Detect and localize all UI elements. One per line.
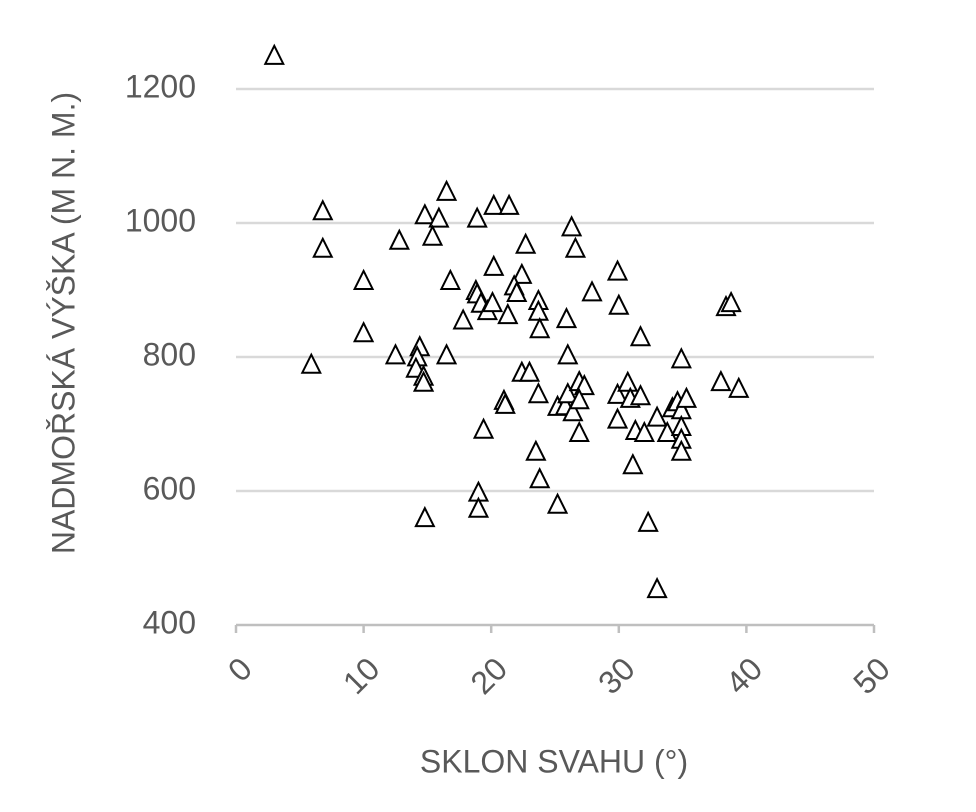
- marker: [557, 343, 579, 365]
- marker: [414, 505, 436, 528]
- marker: [670, 439, 692, 461]
- marker: [568, 387, 590, 410]
- marker: [629, 383, 652, 406]
- marker: [629, 325, 652, 347]
- marker: [527, 381, 550, 404]
- marker: [633, 420, 655, 443]
- x-tick-label: 10: [336, 650, 387, 701]
- marker: [518, 360, 541, 382]
- x-tick-label: 40: [719, 650, 770, 701]
- marker: [467, 496, 490, 518]
- marker: [472, 417, 495, 439]
- marker: [428, 206, 450, 228]
- y-axis-label: NADMOŘSKÁ VÝŠKA (M N. M.): [45, 92, 81, 554]
- marker: [617, 370, 639, 392]
- marker: [388, 228, 410, 250]
- y-tick-label: 400: [143, 604, 196, 640]
- marker: [452, 308, 474, 330]
- marker: [555, 306, 578, 329]
- marker: [483, 193, 505, 215]
- x-tick-label: 0: [221, 650, 259, 688]
- marker: [622, 452, 644, 475]
- marker: [494, 392, 516, 414]
- marker: [497, 302, 519, 325]
- marker: [412, 370, 435, 392]
- marker: [606, 382, 629, 404]
- marker: [352, 320, 375, 343]
- x-tick-label: 20: [464, 650, 515, 701]
- marker: [637, 510, 659, 532]
- marker: [511, 262, 533, 284]
- marker: [720, 290, 742, 313]
- marker: [529, 316, 551, 339]
- marker: [557, 381, 579, 404]
- marker: [728, 376, 750, 398]
- marker: [481, 290, 504, 313]
- marker: [562, 400, 584, 422]
- marker: [483, 254, 505, 276]
- marker: [529, 467, 551, 489]
- marker: [646, 405, 668, 427]
- marker: [435, 179, 458, 201]
- marker: [656, 420, 678, 443]
- marker: [421, 224, 444, 246]
- marker: [568, 420, 590, 443]
- marker: [606, 407, 629, 429]
- marker: [352, 268, 375, 290]
- marker: [710, 369, 732, 392]
- marker: [312, 236, 334, 258]
- marker: [498, 193, 520, 215]
- marker: [263, 43, 285, 65]
- marker: [312, 199, 334, 221]
- marker: [515, 232, 537, 254]
- marker: [608, 293, 630, 315]
- y-tick-label: 600: [143, 470, 196, 506]
- marker: [675, 386, 698, 408]
- y-tick-label: 1000: [125, 202, 196, 238]
- y-tick-label: 800: [143, 336, 196, 372]
- marker: [439, 268, 461, 290]
- marker: [581, 280, 603, 302]
- x-axis-label: SKLON SVAHU (°): [420, 743, 688, 779]
- marker: [646, 576, 668, 599]
- marker: [300, 352, 322, 374]
- y-tick-label: 1200: [125, 68, 196, 104]
- marker: [466, 206, 488, 228]
- marker: [384, 343, 407, 365]
- marker: [560, 215, 583, 237]
- x-tick-label: 50: [846, 650, 897, 701]
- marker: [435, 343, 458, 365]
- marker: [506, 280, 528, 303]
- marker: [670, 347, 692, 369]
- marker: [525, 439, 547, 461]
- marker: [606, 259, 629, 281]
- marker: [546, 492, 569, 514]
- marker: [564, 236, 587, 258]
- marker: [414, 203, 436, 225]
- x-tick-label: 30: [591, 650, 642, 701]
